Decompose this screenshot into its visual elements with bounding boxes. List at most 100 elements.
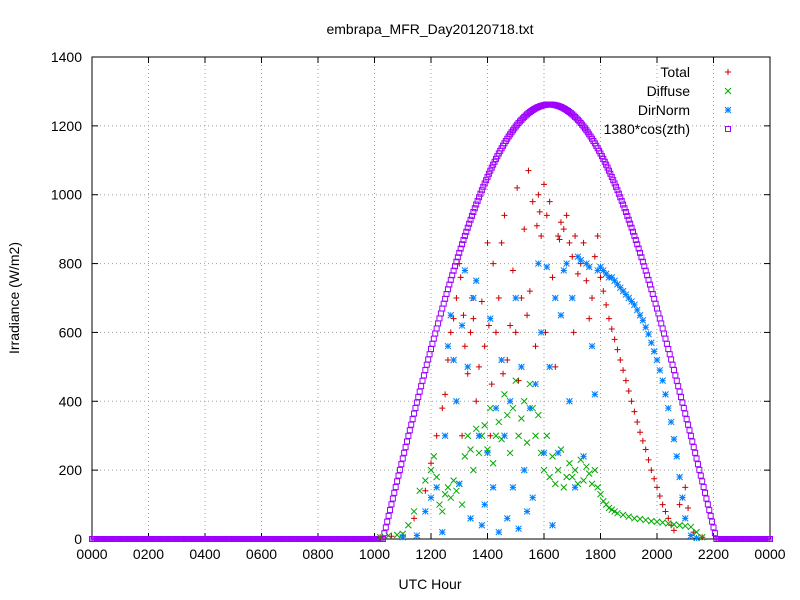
y-tick-label: 600 xyxy=(59,324,83,340)
data-point xyxy=(664,520,672,527)
data-point xyxy=(632,237,639,244)
data-point xyxy=(518,295,525,301)
data-point xyxy=(422,487,429,494)
data-point xyxy=(459,241,466,248)
data-point xyxy=(642,323,650,331)
series-cos-zth xyxy=(89,101,773,542)
data-point xyxy=(477,190,484,197)
y-tick-label: 800 xyxy=(59,256,83,272)
data-point xyxy=(631,514,638,522)
data-point xyxy=(635,245,642,252)
data-point xyxy=(687,532,695,539)
data-point xyxy=(654,305,660,312)
data-point xyxy=(406,427,413,434)
data-point xyxy=(628,298,635,305)
data-point xyxy=(481,180,488,187)
data-point xyxy=(543,263,551,271)
data-point xyxy=(700,484,707,491)
data-point xyxy=(580,477,587,484)
data-point xyxy=(436,501,443,508)
data-point xyxy=(639,437,646,444)
data-point xyxy=(485,322,492,329)
data-point xyxy=(683,416,690,423)
data-point xyxy=(693,528,700,536)
data-point xyxy=(410,508,418,515)
data-point xyxy=(538,233,545,240)
data-point xyxy=(594,233,601,240)
data-point xyxy=(557,311,565,319)
data-point xyxy=(662,335,669,342)
data-point xyxy=(639,258,646,265)
data-point xyxy=(481,422,489,429)
data-point xyxy=(416,487,424,495)
data-point xyxy=(628,398,635,405)
data-point xyxy=(569,253,576,260)
data-point xyxy=(642,446,649,453)
data-point xyxy=(411,410,418,417)
data-point xyxy=(627,220,634,227)
data-point xyxy=(455,480,463,488)
data-point xyxy=(521,226,528,233)
data-point xyxy=(608,325,615,332)
data-point xyxy=(665,515,672,522)
data-point xyxy=(416,388,423,395)
data-point xyxy=(376,533,384,541)
data-point xyxy=(654,484,660,491)
data-point xyxy=(638,254,645,261)
legend-label: Diffuse xyxy=(647,83,691,99)
data-point xyxy=(506,397,514,405)
data-point xyxy=(694,461,701,468)
data-point xyxy=(629,228,636,235)
data-point xyxy=(484,173,491,180)
data-point xyxy=(611,277,618,285)
y-axis: 0 200 400 600 800 1000 1200 1400 xyxy=(51,49,770,547)
data-point xyxy=(577,256,585,264)
data-point xyxy=(645,456,652,463)
data-point xyxy=(597,490,604,498)
data-point xyxy=(427,466,435,474)
data-point xyxy=(507,322,514,329)
data-point xyxy=(611,180,618,187)
data-point xyxy=(460,312,467,319)
series-total xyxy=(377,167,706,541)
y-tick-label: 200 xyxy=(59,462,83,478)
data-point xyxy=(470,315,477,322)
data-point xyxy=(388,501,395,508)
data-point xyxy=(541,181,547,188)
data-point xyxy=(543,432,551,440)
data-point xyxy=(495,528,503,536)
data-point xyxy=(474,197,481,204)
data-point xyxy=(509,484,517,491)
data-point xyxy=(653,356,661,364)
data-point xyxy=(546,473,554,481)
data-point xyxy=(568,473,576,481)
data-point xyxy=(725,69,731,75)
data-point xyxy=(662,508,669,515)
data-point xyxy=(441,490,449,498)
data-point xyxy=(467,446,474,453)
data-point xyxy=(444,484,452,491)
data-point xyxy=(489,459,497,467)
data-point xyxy=(443,291,450,298)
data-point xyxy=(415,394,422,401)
data-point xyxy=(636,311,644,319)
data-point xyxy=(450,477,457,484)
data-point xyxy=(426,351,433,358)
data-point xyxy=(467,216,474,223)
data-point xyxy=(682,484,689,491)
x-tick-label: 1600 xyxy=(528,546,559,562)
data-point xyxy=(439,305,446,312)
data-point xyxy=(447,311,455,319)
data-point xyxy=(682,410,689,417)
data-point xyxy=(571,484,579,491)
x-tick-label: 1200 xyxy=(415,546,446,562)
x-tick-label: 0800 xyxy=(302,546,333,562)
data-point xyxy=(549,521,556,529)
data-point xyxy=(549,274,556,281)
data-point xyxy=(442,391,449,398)
data-point xyxy=(651,475,658,482)
data-point xyxy=(667,418,675,426)
data-point xyxy=(529,198,536,205)
data-point xyxy=(685,421,692,428)
data-point xyxy=(421,508,429,515)
